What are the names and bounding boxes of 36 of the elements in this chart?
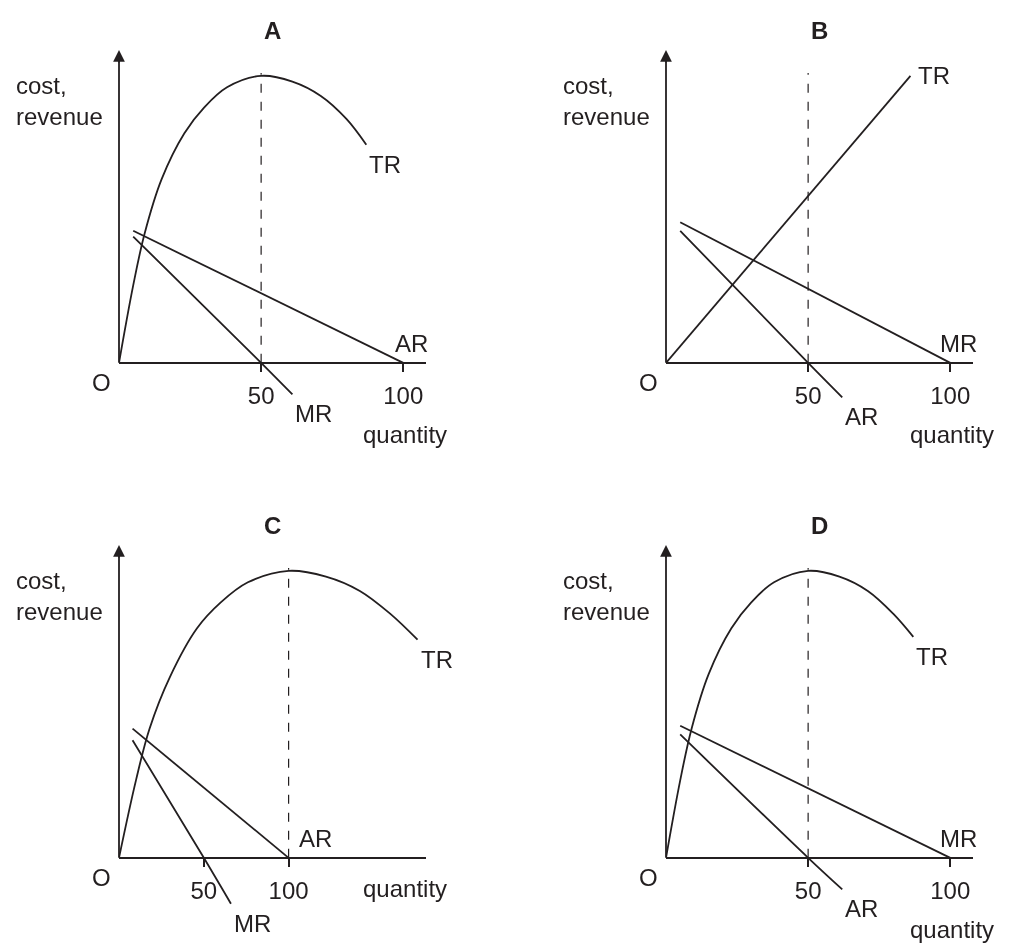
text: O (92, 864, 111, 891)
y-axis-title: cost, revenue (16, 567, 103, 626)
series-label: TR (916, 643, 948, 670)
x-tick-label: 100 (930, 381, 971, 409)
chart-title: D (811, 512, 829, 539)
x-axis-title: quantity (910, 421, 995, 448)
text: O (639, 369, 658, 396)
y-axis-title: cost, revenue (563, 72, 650, 131)
text: O (639, 864, 658, 891)
series-label: TR (918, 62, 950, 89)
x-axis-title: quantity (910, 916, 995, 943)
series-label: MR (940, 330, 978, 357)
x-tick-label: 100 (930, 876, 971, 904)
series-label: MR (234, 910, 272, 937)
x-tick-label: 50 (247, 381, 275, 409)
x-axis-title: quantity (363, 421, 448, 448)
series-label: AR (395, 330, 429, 357)
x-tick-label: 50 (794, 381, 822, 409)
x-tick-label: 50 (794, 876, 822, 904)
series-label: MR (295, 400, 333, 427)
series-label: TR (369, 151, 401, 178)
chart-title: A (264, 17, 282, 44)
x-tick-label: 100 (268, 876, 309, 904)
y-axis-title: cost, revenue (563, 567, 650, 626)
x-tick-label: 50 (190, 876, 218, 904)
series-label: AR (845, 895, 879, 922)
series-label: TR (421, 646, 453, 673)
y-axis-title: cost, revenue (16, 72, 103, 131)
series-label: MR (940, 825, 978, 852)
chart-title: C (264, 512, 282, 539)
x-tick-label: 100 (383, 381, 424, 409)
chart-title: B (811, 17, 829, 44)
series-label: AR (299, 825, 333, 852)
text: O (92, 369, 111, 396)
x-axis-title: quantity (363, 875, 448, 902)
series-label: AR (845, 403, 879, 430)
